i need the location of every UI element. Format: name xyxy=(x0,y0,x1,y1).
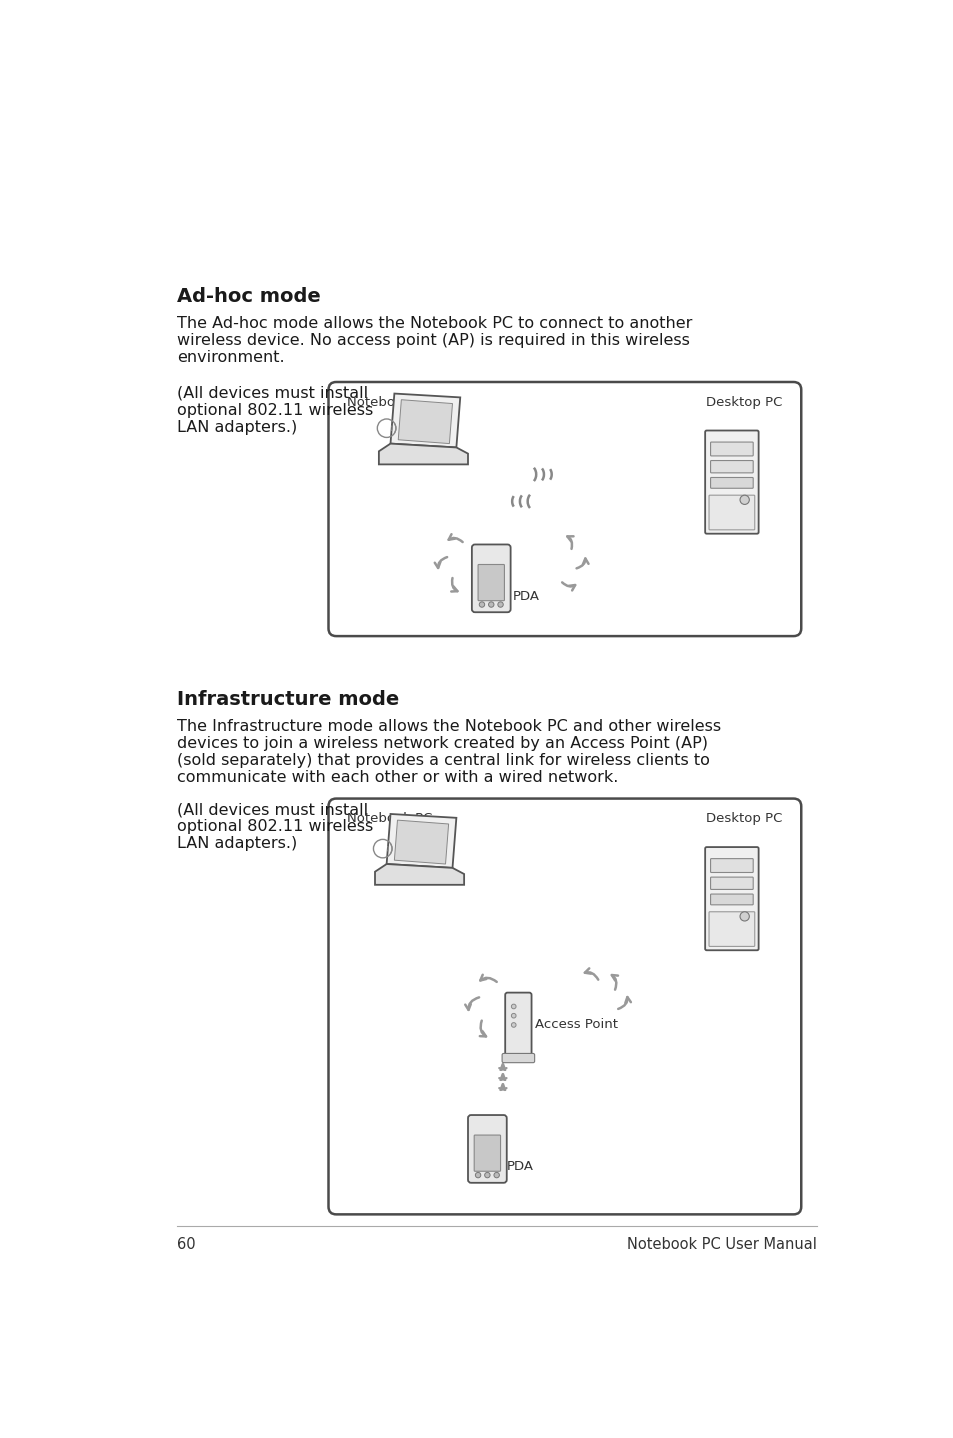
Text: devices to join a wireless network created by an Access Point (AP): devices to join a wireless network creat… xyxy=(177,736,708,751)
Text: communicate with each other or with a wired network.: communicate with each other or with a wi… xyxy=(177,771,618,785)
FancyBboxPatch shape xyxy=(708,495,754,529)
Circle shape xyxy=(511,1022,516,1027)
Circle shape xyxy=(740,495,748,505)
Circle shape xyxy=(484,1172,490,1178)
Text: Notebook PC User Manual: Notebook PC User Manual xyxy=(626,1238,816,1252)
Circle shape xyxy=(488,603,494,607)
Text: The Infrastructure mode allows the Notebook PC and other wireless: The Infrastructure mode allows the Noteb… xyxy=(177,719,720,735)
Text: PDA: PDA xyxy=(513,590,539,603)
Circle shape xyxy=(511,1004,516,1009)
Polygon shape xyxy=(378,443,468,464)
Text: environment.: environment. xyxy=(177,349,285,365)
Text: Desktop PC: Desktop PC xyxy=(705,812,781,825)
FancyBboxPatch shape xyxy=(710,858,753,873)
FancyBboxPatch shape xyxy=(328,383,801,636)
FancyBboxPatch shape xyxy=(505,992,531,1058)
Circle shape xyxy=(478,603,484,607)
Text: Ad-hoc mode: Ad-hoc mode xyxy=(177,286,321,305)
Text: optional 802.11 wireless: optional 802.11 wireless xyxy=(177,820,374,834)
FancyBboxPatch shape xyxy=(710,477,753,489)
FancyBboxPatch shape xyxy=(710,877,753,890)
Text: optional 802.11 wireless: optional 802.11 wireless xyxy=(177,403,374,418)
FancyBboxPatch shape xyxy=(710,894,753,905)
Text: (All devices must install: (All devices must install xyxy=(177,385,368,401)
Circle shape xyxy=(475,1172,480,1178)
Text: 60: 60 xyxy=(177,1238,195,1252)
FancyBboxPatch shape xyxy=(704,847,758,951)
FancyBboxPatch shape xyxy=(710,441,753,456)
Text: (All devices must install: (All devices must install xyxy=(177,802,368,817)
FancyBboxPatch shape xyxy=(501,1054,534,1063)
Text: LAN adapters.): LAN adapters.) xyxy=(177,837,297,851)
Polygon shape xyxy=(390,394,459,447)
FancyBboxPatch shape xyxy=(468,1114,506,1183)
FancyBboxPatch shape xyxy=(708,912,754,946)
FancyBboxPatch shape xyxy=(328,798,801,1214)
Text: LAN adapters.): LAN adapters.) xyxy=(177,420,297,434)
Polygon shape xyxy=(386,814,456,869)
FancyBboxPatch shape xyxy=(472,545,510,613)
Circle shape xyxy=(497,603,503,607)
Circle shape xyxy=(494,1172,498,1178)
Text: Infrastructure mode: Infrastructure mode xyxy=(177,690,399,709)
Polygon shape xyxy=(397,400,452,443)
Circle shape xyxy=(511,1014,516,1018)
Text: wireless device. No access point (AP) is required in this wireless: wireless device. No access point (AP) is… xyxy=(177,332,690,348)
Text: (sold separately) that provides a central link for wireless clients to: (sold separately) that provides a centra… xyxy=(177,754,709,768)
FancyBboxPatch shape xyxy=(710,460,753,473)
FancyBboxPatch shape xyxy=(704,430,758,533)
FancyBboxPatch shape xyxy=(477,565,504,601)
Text: Desktop PC: Desktop PC xyxy=(705,395,781,408)
Text: Access Point: Access Point xyxy=(535,1018,618,1031)
Text: PDA: PDA xyxy=(506,1160,533,1173)
Polygon shape xyxy=(394,820,448,864)
Polygon shape xyxy=(375,864,464,884)
Text: Notebook PC: Notebook PC xyxy=(347,395,432,408)
Text: Notebook PC: Notebook PC xyxy=(347,812,432,825)
Text: The Ad-hoc mode allows the Notebook PC to connect to another: The Ad-hoc mode allows the Notebook PC t… xyxy=(177,316,692,331)
Circle shape xyxy=(740,912,748,920)
FancyBboxPatch shape xyxy=(474,1135,500,1171)
